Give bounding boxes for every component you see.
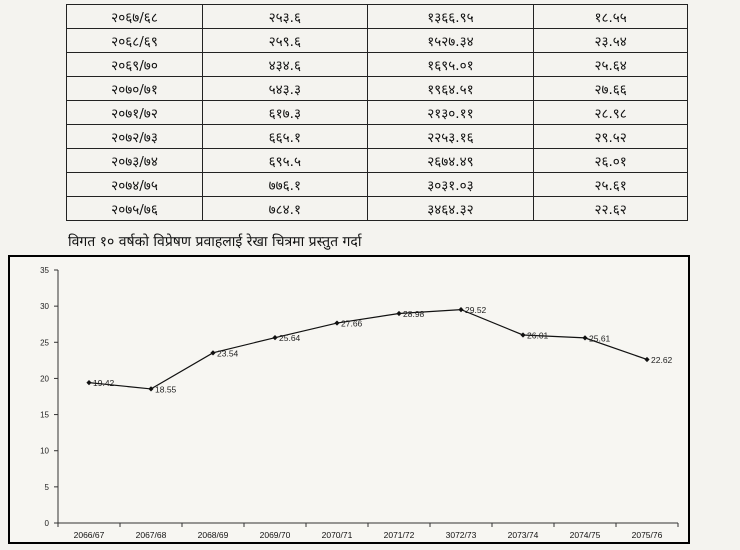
table-cell: ७८४.१ bbox=[202, 196, 368, 221]
x-tick-label: 3072/73 bbox=[446, 530, 477, 540]
x-tick-label: 2075/76 bbox=[632, 530, 663, 540]
y-tick-label: 30 bbox=[40, 302, 49, 311]
table-cell: ५४३.३ bbox=[202, 76, 368, 101]
table-cell: १६९५.०१ bbox=[366, 52, 535, 77]
table-cell: १८.५५ bbox=[533, 4, 688, 29]
y-tick-label: 5 bbox=[45, 483, 50, 492]
table-cell: १९६४.५१ bbox=[366, 76, 535, 101]
table-body: २०६७/६८ २५३.६ १३६६.९५ १८.५५ २०६८/६९ २५९.६ १५२७… bbox=[65, 4, 688, 221]
x-tick-label: 2070/71 bbox=[322, 530, 353, 540]
table-row: २०६८/६९ २५९.६ १५२७.३४ २३.५४ bbox=[65, 28, 688, 53]
remittance-table: २०६७/६८ २५३.६ १३६६.९५ १८.५५ २०६८/६९ २५९.६ १५२७… bbox=[65, 4, 688, 221]
table-cell: २५९.६ bbox=[202, 28, 368, 53]
data-point bbox=[86, 380, 92, 386]
table-cell: २०६७/६८ bbox=[65, 4, 204, 29]
table-cell: २६७४.४९ bbox=[366, 148, 535, 173]
data-label: 27.66 bbox=[341, 319, 363, 329]
table-cell: २७.६६ bbox=[533, 76, 688, 101]
data-label: 19.42 bbox=[93, 378, 115, 388]
table-row: २०७०/७१ ५४३.३ १९६४.५१ २७.६६ bbox=[65, 76, 688, 101]
chart-caption: विगत १० वर्षको विप्रेषण प्रवाहलाई रेखा च… bbox=[68, 234, 362, 250]
table-cell: ४३४.६ bbox=[202, 52, 368, 77]
table-cell: ३०३१.०३ bbox=[366, 172, 535, 197]
table-cell: २०७०/७१ bbox=[65, 76, 204, 101]
table-cell: १३६६.९५ bbox=[366, 4, 535, 29]
x-tick-label: 2067/68 bbox=[136, 530, 167, 540]
data-label: 25.61 bbox=[589, 333, 611, 343]
table-cell: २२.६२ bbox=[533, 196, 688, 221]
table-cell: २०७४/७५ bbox=[65, 172, 204, 197]
table-row: २०६७/६८ २५३.६ १३६६.९५ १८.५५ bbox=[65, 4, 688, 29]
table-cell: २०६९/७० bbox=[65, 52, 204, 77]
data-point bbox=[582, 335, 588, 341]
table-cell: २५.६१ bbox=[533, 172, 688, 197]
table-cell: ७७६.१ bbox=[202, 172, 368, 197]
table-cell: २३.५४ bbox=[533, 28, 688, 53]
table-cell: २०७१/७२ bbox=[65, 100, 204, 125]
table-row: २०७१/७२ ६१७.३ २१३०.११ २८.९८ bbox=[65, 100, 688, 125]
series-line bbox=[88, 309, 648, 390]
table-cell: २९.५२ bbox=[533, 124, 688, 149]
table-row: २०७४/७५ ७७६.१ ३०३१.०३ २५.६१ bbox=[65, 172, 688, 197]
table-cell: २०७२/७३ bbox=[65, 124, 204, 149]
table-cell: ३४६४.३२ bbox=[366, 196, 535, 221]
table-cell: २५.६४ bbox=[533, 52, 688, 77]
y-tick-label: 15 bbox=[40, 411, 49, 420]
table-cell: १५२७.३४ bbox=[366, 28, 535, 53]
data-point bbox=[334, 320, 340, 326]
table-cell: २२५३.१६ bbox=[366, 124, 535, 149]
data-point bbox=[520, 332, 526, 338]
x-tick-label: 2071/72 bbox=[384, 530, 415, 540]
y-tick-label: 0 bbox=[45, 519, 50, 528]
y-tick-label: 35 bbox=[40, 266, 49, 275]
x-tick-label: 2073/74 bbox=[508, 530, 539, 540]
table-cell: २०७५/७६ bbox=[65, 196, 204, 221]
data-label: 22.62 bbox=[651, 355, 673, 365]
table-row: २०६९/७० ४३४.६ १६९५.०१ २५.६४ bbox=[65, 52, 688, 77]
x-tick-label: 2068/69 bbox=[198, 530, 229, 540]
table-cell: २६.०१ bbox=[533, 148, 688, 173]
data-label: 18.55 bbox=[155, 384, 177, 394]
table-cell: ६९५.५ bbox=[202, 148, 368, 173]
table-cell: २८.९८ bbox=[533, 100, 688, 125]
table-cell: ६१७.३ bbox=[202, 100, 368, 125]
data-point bbox=[148, 386, 154, 392]
table-cell: २०७३/७४ bbox=[65, 148, 204, 173]
data-label: 23.54 bbox=[217, 348, 239, 358]
line-chart: 0 5 10 15 20 25 30 35 2066/67 2067/68 2068/69 2069/… bbox=[40, 266, 679, 540]
table-cell: २५३.६ bbox=[202, 4, 368, 29]
table-cell: २१३०.११ bbox=[366, 100, 535, 125]
data-point bbox=[644, 356, 650, 363]
x-tick-label: 2066/67 bbox=[74, 530, 105, 540]
table-cell: ६६५.१ bbox=[202, 124, 368, 149]
table-row: २०७५/७६ ७८४.१ ३४६४.३२ २२.६२ bbox=[65, 196, 688, 221]
data-point bbox=[458, 307, 464, 313]
data-label: 29.52 bbox=[465, 305, 487, 315]
y-tick-label: 20 bbox=[40, 374, 49, 383]
data-point bbox=[272, 335, 278, 341]
table-row: २०७३/७४ ६९५.५ २६७४.४९ २६.०१ bbox=[65, 148, 688, 173]
x-tick-label: 2074/75 bbox=[570, 530, 601, 540]
data-label: 26.01 bbox=[527, 330, 549, 340]
y-tick-label: 25 bbox=[40, 338, 49, 347]
data-point bbox=[396, 310, 402, 317]
data-label: 28.98 bbox=[403, 309, 425, 319]
table-cell: २०६८/६९ bbox=[65, 28, 204, 53]
data-label: 25.64 bbox=[279, 333, 301, 343]
y-tick-label: 10 bbox=[40, 447, 49, 456]
data-point bbox=[210, 350, 216, 356]
table-row: २०७२/७३ ६६५.१ २२५३.१६ २९.५२ bbox=[65, 124, 688, 149]
x-tick-label: 2069/70 bbox=[260, 530, 291, 540]
chart-frame: 0 5 10 15 20 25 30 35 2066/67 2067/68 2068/69 2069/… bbox=[8, 255, 690, 544]
